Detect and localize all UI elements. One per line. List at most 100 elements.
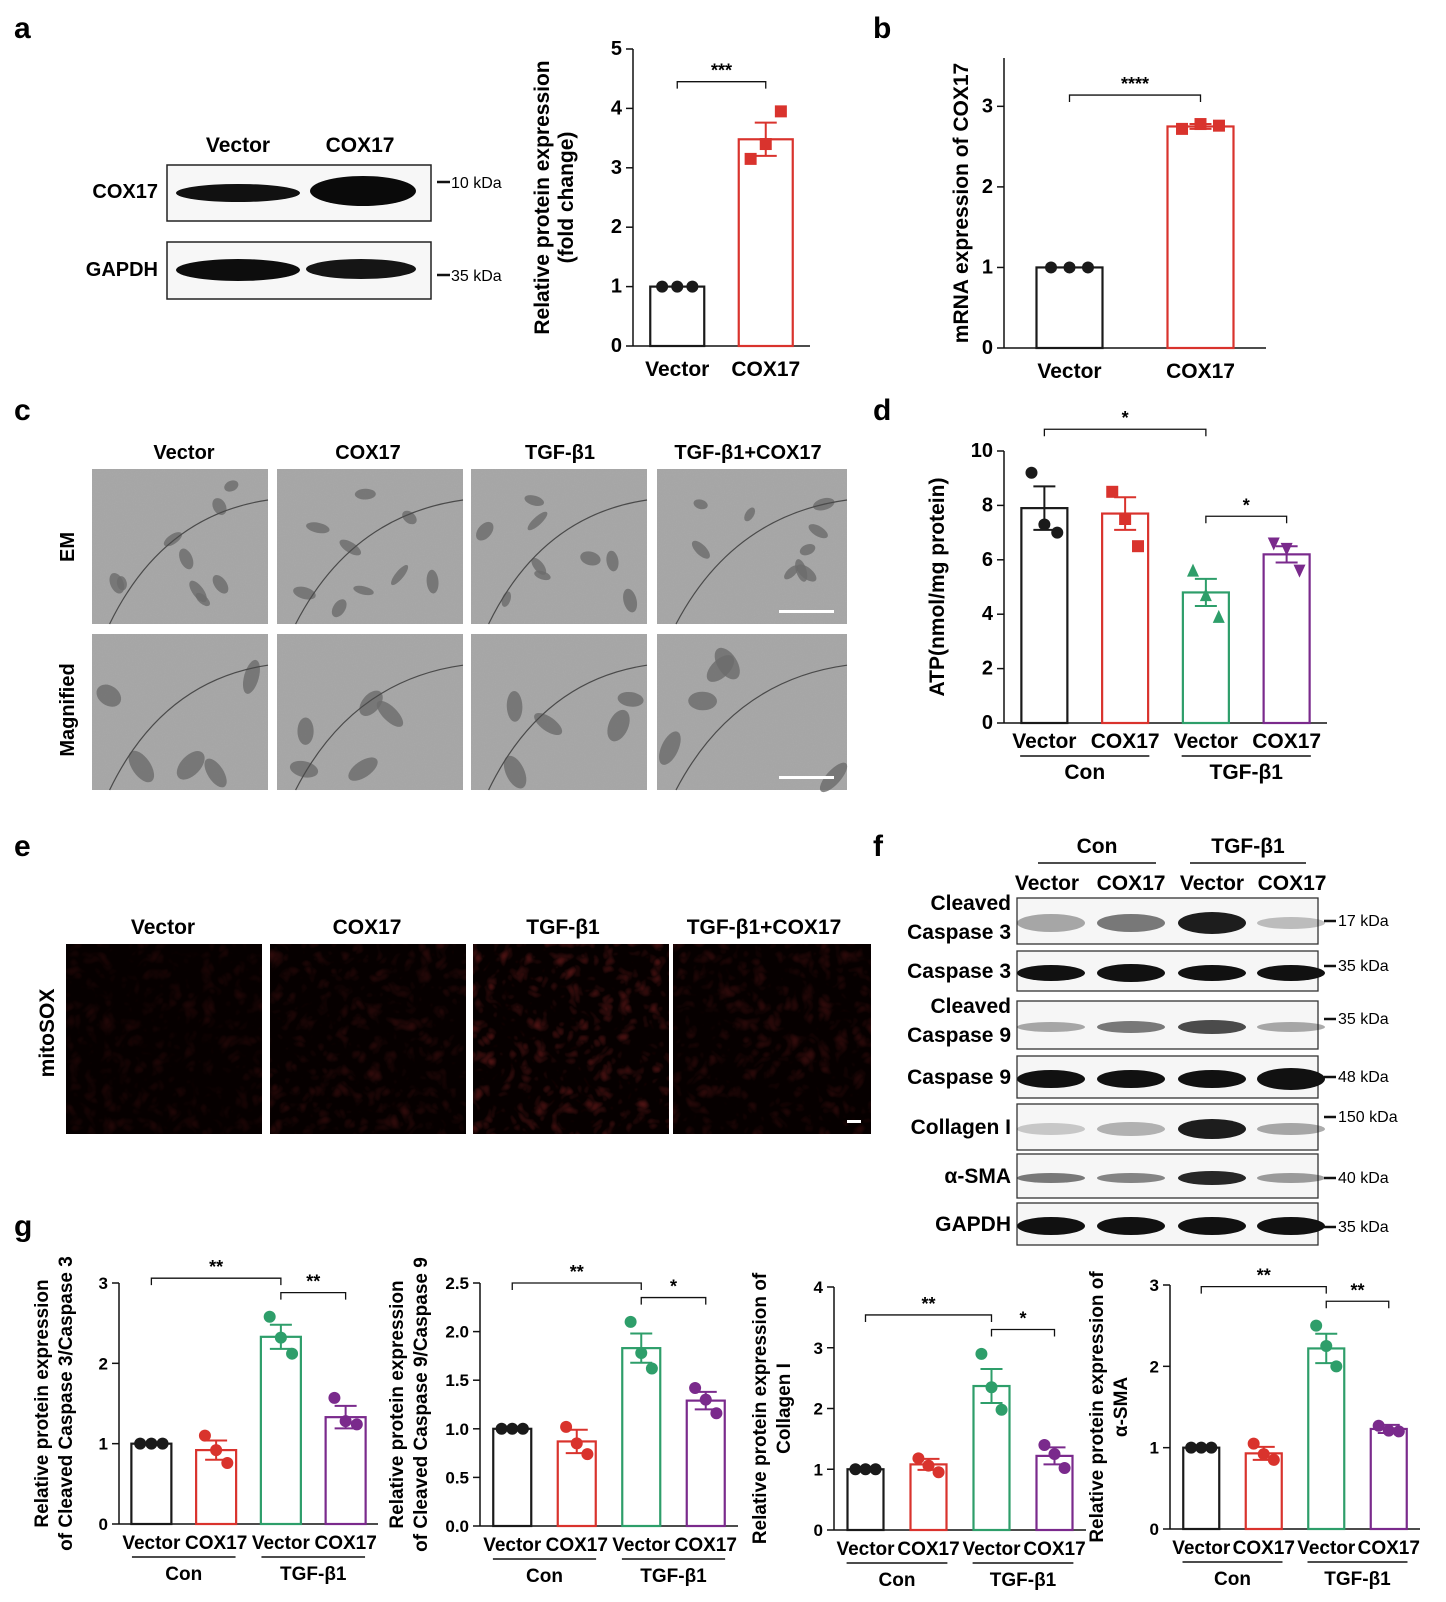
mitochondrion	[524, 495, 545, 506]
mitochondrion	[659, 731, 681, 765]
data-point	[912, 1452, 925, 1465]
bar	[1244, 1452, 1283, 1531]
x-tick-label: Vector	[612, 1535, 671, 1556]
mitochondrion	[224, 480, 239, 492]
blot-band	[1017, 1123, 1085, 1135]
y-tick-label: 5	[611, 38, 622, 60]
mitochondrion	[784, 565, 799, 580]
mitochondrion	[402, 510, 417, 525]
x-tick-label: COX17	[1358, 1538, 1420, 1559]
significance-label: *	[1122, 408, 1129, 428]
y-tick-label: 2.0	[445, 1323, 469, 1342]
blot-a-lane-1: Vector	[206, 134, 270, 157]
blot-f-marker: 40 kDa	[1338, 1170, 1389, 1187]
significance-bracket	[511, 1282, 642, 1290]
significance-bracket	[1205, 515, 1288, 524]
data-point	[1195, 1441, 1208, 1454]
mitochondrion	[128, 750, 155, 783]
data-point	[1051, 526, 1064, 539]
data-point	[1045, 261, 1058, 274]
y-tick-label: 1	[982, 256, 993, 278]
mitosox-grid: Vector COX17 TGF-β1 TGF-β1+COX17 mitoSOX	[36, 916, 871, 1134]
bar	[130, 1442, 173, 1526]
data-point	[985, 1381, 998, 1394]
data-point	[995, 1403, 1008, 1416]
data-point	[145, 1437, 158, 1450]
blot-band	[1017, 1173, 1085, 1183]
x-tick-label: COX17	[1233, 1538, 1295, 1559]
x-tick-label: COX17	[314, 1533, 376, 1554]
y-tick-label: 1	[1150, 1439, 1159, 1458]
significance-label: **	[209, 1257, 223, 1277]
data-point	[1267, 1453, 1280, 1466]
x-tick-label: Vector	[1174, 730, 1238, 753]
y-axis-label: Relative protein expression of	[750, 1272, 771, 1544]
y-tick-label: 3	[99, 1274, 108, 1293]
mitochondrion	[331, 599, 347, 618]
significance-label: **	[921, 1294, 935, 1314]
mitochondrion	[359, 690, 383, 717]
em-grid: Vector COX17 TGF-β1 TGF-β1+COX17 EM Magn…	[57, 442, 848, 793]
panel-letter-b: b	[873, 12, 891, 45]
data-point	[710, 1407, 723, 1420]
data-point	[1310, 1319, 1323, 1332]
mitochondrion	[179, 548, 194, 570]
blot-f-marker: 17 kDa	[1338, 913, 1389, 930]
data-point	[328, 1391, 341, 1404]
nuclear-membrane	[109, 664, 269, 791]
y-tick-label: 2	[99, 1354, 108, 1373]
mitochondrion	[212, 574, 229, 594]
data-point	[645, 1362, 658, 1375]
y-tick-label: 4	[982, 603, 994, 625]
data-point	[1382, 1424, 1395, 1437]
mitochondrion	[426, 569, 439, 594]
blot-f-lane: COX17	[1097, 872, 1166, 895]
significance-label: **	[1350, 1280, 1364, 1300]
y-tick-label: 1.5	[445, 1371, 469, 1390]
bar	[259, 1335, 302, 1526]
x-tick-label: COX17	[675, 1535, 737, 1556]
mitochondrion	[391, 564, 409, 586]
blot-band	[1178, 965, 1246, 981]
em-texture	[471, 469, 647, 624]
em-col-label: TGF-β1	[525, 442, 595, 464]
blot-f-row-label: Cleaved Caspase 3	[907, 892, 1011, 944]
y-tick-label: 1.0	[445, 1420, 469, 1439]
chart-b: 0 1 2 3 mRNA expression of COX17 Vector COX17 *…	[950, 58, 1266, 383]
em-col-label: Vector	[153, 442, 214, 464]
panel-letter-d: d	[873, 394, 891, 427]
blot-f-marker: 48 kDa	[1338, 1069, 1389, 1086]
data-point	[1025, 466, 1038, 479]
mitosox-signal	[473, 944, 669, 1134]
em-row-label: Magnified	[57, 663, 79, 756]
blot-f-membrane	[1016, 1103, 1319, 1151]
y-axis-label: of Cleaved Caspase 9/Caspase 9	[411, 1257, 432, 1552]
data-point	[1257, 1448, 1270, 1461]
y-tick-label: 8	[982, 494, 993, 516]
mitochondrion	[204, 758, 227, 788]
data-point	[1106, 485, 1119, 498]
x-tick-label: COX17	[185, 1533, 247, 1554]
y-axis-label: Relative protein expression	[531, 60, 554, 334]
mitochondrion	[297, 717, 314, 745]
group-label: TGF-β1	[640, 1566, 707, 1587]
blot-f-lane: Vector	[1180, 872, 1244, 895]
nuclear-membrane	[295, 664, 464, 791]
mitochondrion	[506, 690, 523, 722]
mitochondrion	[176, 751, 205, 780]
blot-f-marker: 150 kDa	[1338, 1109, 1398, 1126]
blot-band	[1017, 1217, 1085, 1235]
data-point	[922, 1459, 935, 1472]
blot-band	[1178, 1020, 1246, 1034]
blot-band	[1178, 1119, 1246, 1139]
group-label: Con	[1214, 1569, 1251, 1590]
data-point	[671, 280, 684, 293]
chart-a: 0 1 2 3 4 5 Relative protein expression (fold c…	[531, 38, 810, 381]
bar	[324, 1416, 367, 1526]
significance-bracket	[676, 81, 767, 89]
blot-f-row-label: GAPDH	[935, 1213, 1011, 1236]
nuclear-membrane	[675, 499, 848, 625]
panel-letter-c: c	[14, 394, 31, 427]
group-label: Con	[1064, 761, 1105, 784]
